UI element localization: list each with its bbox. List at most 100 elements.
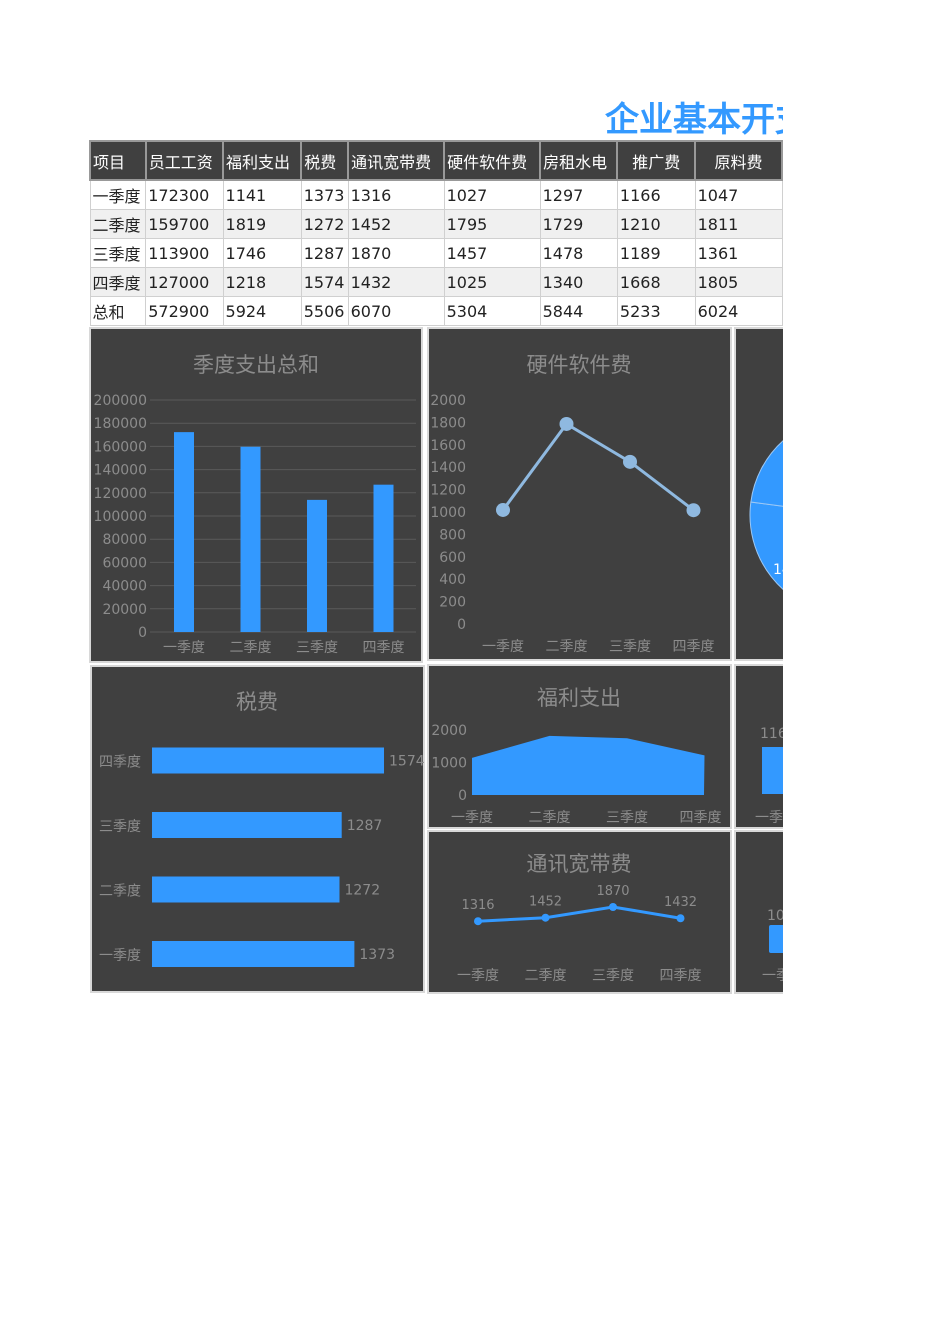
data-point bbox=[676, 914, 685, 923]
chart-title: 福利支出 bbox=[537, 686, 621, 710]
table-cell[interactable]: 1574 bbox=[300, 267, 349, 297]
table-cell[interactable]: 1870 bbox=[347, 238, 445, 268]
table-cell[interactable]: 159700 bbox=[145, 209, 224, 239]
table-cell[interactable]: 172300 bbox=[145, 179, 224, 210]
y-tick-label: 400 bbox=[439, 572, 466, 588]
table-cell[interactable]: 1272 bbox=[300, 209, 349, 239]
table-cell[interactable]: 1025 bbox=[443, 267, 541, 297]
table-row: 四季度 127000 1218 1574 1432 1025 1340 1668 1805 bbox=[89, 267, 783, 297]
data-point bbox=[559, 416, 574, 431]
table-cell[interactable]: 1027 bbox=[443, 179, 541, 210]
table-cell[interactable]: 一季度 bbox=[89, 179, 147, 210]
x-tick-label: 四季度 bbox=[673, 639, 715, 655]
series-line bbox=[501, 421, 695, 512]
chart-title: 税费 bbox=[236, 690, 278, 714]
y-tick-label: 120000 bbox=[94, 486, 147, 502]
y-tick-label: 一季度 bbox=[99, 948, 141, 964]
bar bbox=[307, 499, 327, 632]
chart-title: 通讯宽带费 bbox=[527, 852, 632, 876]
data-point bbox=[686, 503, 701, 518]
table-cell[interactable]: 6070 bbox=[347, 296, 445, 326]
column-header[interactable]: 项目 bbox=[89, 140, 147, 181]
bar bbox=[373, 484, 394, 632]
x-tick-label: 一季度 bbox=[482, 639, 524, 655]
y-tick-label: 1400 bbox=[430, 460, 466, 476]
table-cell[interactable]: 1340 bbox=[539, 267, 618, 297]
column-header[interactable]: 推广费 bbox=[616, 140, 697, 181]
table-cell[interactable]: 1811 bbox=[694, 209, 783, 239]
column-header[interactable]: 原料费 bbox=[694, 140, 783, 181]
x-tick-label: 三季度 bbox=[606, 810, 648, 826]
x-tick-label: 三季度 bbox=[592, 968, 634, 984]
table-cell[interactable]: 二季度 bbox=[89, 209, 147, 239]
table-cell[interactable]: 四季度 bbox=[89, 267, 147, 297]
y-tick-label: 0 bbox=[458, 788, 467, 804]
data-label: 1316 bbox=[461, 898, 494, 913]
bar bbox=[152, 812, 342, 838]
table-cell[interactable]: 1189 bbox=[616, 238, 696, 268]
table-cell[interactable]: 5844 bbox=[539, 296, 618, 326]
table-cell[interactable]: 1668 bbox=[616, 267, 696, 297]
column-header[interactable]: 通讯宽带费 bbox=[347, 140, 446, 181]
y-tick-label: 20000 bbox=[102, 602, 147, 618]
table-cell[interactable]: 1819 bbox=[222, 209, 302, 239]
data-label: 10 bbox=[767, 908, 783, 924]
y-tick-label: 600 bbox=[439, 550, 466, 566]
charts-layer: 季度支出总和0200004000060000800001000001200001… bbox=[89, 327, 783, 994]
spreadsheet-view: 企业基本开支 项目员工工资福利支出税费通讯宽带费硬件软件费房租水电推广费原料费 … bbox=[89, 100, 783, 994]
table-cell[interactable]: 5233 bbox=[616, 296, 696, 326]
data-label: 1272 bbox=[344, 883, 380, 899]
data-label: 1574 bbox=[389, 754, 425, 770]
x-tick-label: 二季度 bbox=[529, 810, 571, 826]
series-line bbox=[477, 905, 681, 923]
table-header-row: 项目 员工工资 福利支出 税费 通讯宽带费 硬件软件费 房租水电 推广费 原料费 bbox=[89, 140, 783, 181]
x-tick-label: 四季度 bbox=[363, 640, 405, 656]
table-cell[interactable]: 1287 bbox=[300, 238, 349, 268]
column-header[interactable]: 硬件软件费 bbox=[443, 140, 542, 181]
x-tick-label: 三季度 bbox=[609, 639, 651, 655]
bar bbox=[240, 446, 261, 632]
page-title: 企业基本开支 bbox=[605, 100, 783, 140]
y-tick-label: 1000 bbox=[431, 756, 467, 772]
data-point bbox=[474, 917, 482, 926]
table-cell[interactable]: 1297 bbox=[539, 179, 618, 210]
data-label: 1287 bbox=[347, 818, 383, 834]
y-tick-label: 80000 bbox=[102, 532, 147, 548]
y-tick-label: 1600 bbox=[430, 438, 466, 454]
table-cell[interactable]: 5304 bbox=[443, 296, 541, 326]
column-header[interactable]: 员工工资 bbox=[144, 140, 225, 181]
chart-title: 季度支出总和 bbox=[193, 353, 319, 377]
table-cell[interactable]: 总和 bbox=[89, 296, 147, 326]
table-cell[interactable]: 572900 bbox=[145, 296, 224, 326]
y-tick-label: 1200 bbox=[430, 483, 466, 499]
y-tick-label: 200000 bbox=[94, 393, 147, 409]
pie-data-label: 14 bbox=[773, 562, 783, 578]
table-cell[interactable]: 1218 bbox=[222, 267, 302, 297]
y-tick-label: 40000 bbox=[102, 579, 147, 595]
table-row: 一季度 172300 1141 1373 1316 1027 1297 1166 1047 bbox=[89, 179, 783, 210]
chart-hardware-software bbox=[427, 327, 732, 661]
data-label: 1432 bbox=[664, 895, 697, 910]
data-point bbox=[496, 502, 510, 517]
table-cell[interactable]: 127000 bbox=[145, 267, 224, 297]
table-cell[interactable]: 5924 bbox=[222, 296, 302, 326]
column-header[interactable]: 福利支出 bbox=[222, 140, 303, 181]
y-tick-label: 2000 bbox=[431, 723, 467, 739]
table-cell[interactable]: 1361 bbox=[694, 238, 783, 268]
chart-title: 硬件软件费 bbox=[527, 353, 632, 377]
column-header[interactable]: 房租水电 bbox=[539, 140, 619, 181]
bar bbox=[152, 941, 355, 967]
column-header[interactable]: 税费 bbox=[300, 140, 350, 181]
y-tick-label: 三季度 bbox=[99, 819, 141, 835]
x-tick-label: 四季度 bbox=[660, 968, 702, 984]
pie-slice bbox=[750, 440, 783, 507]
table-cell[interactable]: 1795 bbox=[443, 209, 541, 239]
table-cell[interactable]: 1805 bbox=[694, 267, 783, 297]
bar bbox=[769, 925, 783, 953]
table-cell[interactable]: 6024 bbox=[694, 296, 783, 326]
x-tick-label: 一季 bbox=[762, 968, 783, 984]
table-cell[interactable]: 1141 bbox=[222, 179, 302, 210]
data-point bbox=[609, 903, 617, 911]
table-cell[interactable]: 1746 bbox=[222, 238, 302, 268]
data-label: 116 bbox=[760, 726, 783, 742]
